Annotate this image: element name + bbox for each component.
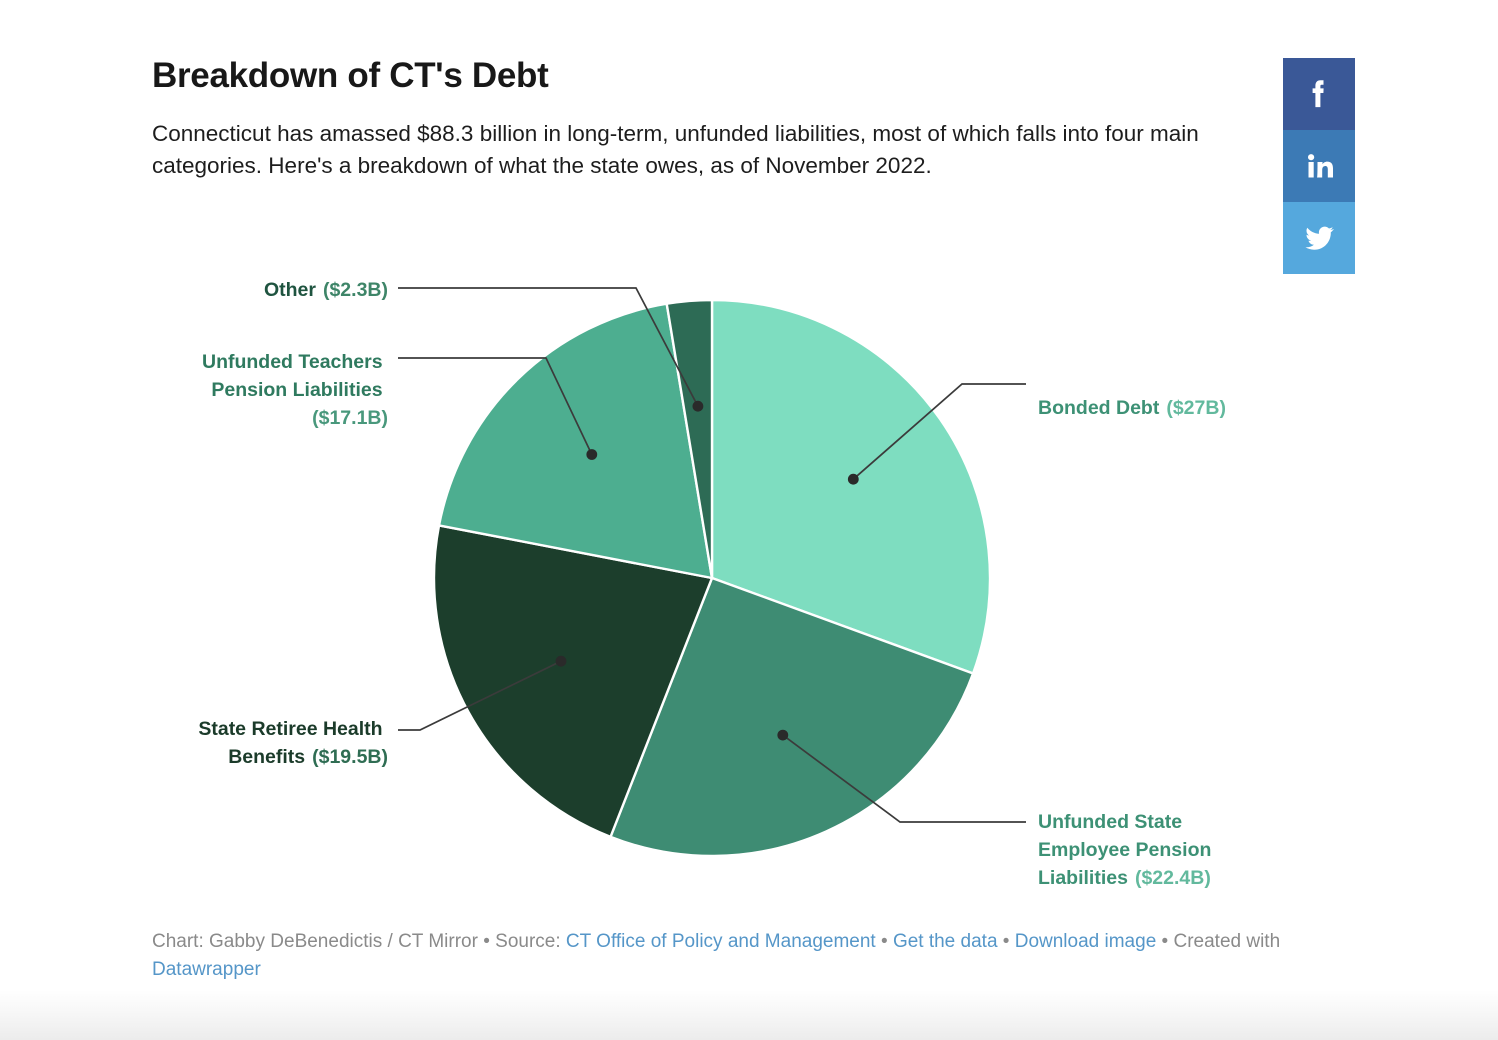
slice-label-state-retiree-health-benefits: State Retiree Health Benefits ($19.5B) [198, 718, 388, 768]
chart-description: Connecticut has amassed $88.3 billion in… [152, 121, 1199, 179]
slice-label-unfunded-state-employee-pension: Unfunded State Employee Pension Liabilit… [1038, 811, 1217, 889]
linkedin-icon [1303, 150, 1335, 182]
pie-slice[interactable] [437, 302, 714, 580]
slice-label-other: Other ($2.3B) [264, 279, 388, 301]
leader-line [852, 383, 1026, 480]
slice-label-bonded-debt: Bonded Debt ($27B) [1038, 397, 1226, 419]
footer-bullet-1: • [483, 931, 490, 952]
created-with-label: Created with [1173, 931, 1281, 952]
get-the-data-link[interactable]: Get the data [892, 931, 998, 952]
share-facebook-button[interactable] [1283, 58, 1355, 130]
footer-bullet-4: • [1161, 931, 1169, 952]
pie-slices-group [432, 298, 992, 858]
twitter-icon [1302, 222, 1336, 254]
leader-dot [777, 729, 789, 741]
leader-lines-group [398, 287, 1026, 823]
pie-slice[interactable] [710, 298, 992, 675]
page-title: Breakdown of CT's Debt [152, 56, 549, 95]
footer-bullet-2: • [881, 931, 888, 952]
leader-dot [847, 473, 859, 485]
share-linkedin-button[interactable] [1283, 130, 1355, 202]
chart-header: Breakdown of CT's Debt Connecticut has a… [152, 56, 1242, 182]
datawrapper-link[interactable]: Datawrapper [152, 959, 261, 981]
source-label: Source: [495, 931, 561, 952]
pie-slice[interactable] [432, 523, 714, 839]
leader-dots-group [555, 400, 859, 741]
footer-bullet-3: • [1002, 931, 1010, 952]
download-image-link[interactable]: Download image [1014, 931, 1157, 952]
chart-credit: Chart: Gabby DeBenedictis / CT Mirror [152, 931, 478, 952]
leader-line [782, 734, 1026, 823]
leader-line [398, 357, 593, 455]
pie-slice[interactable] [665, 298, 714, 579]
source-link[interactable]: CT Office of Policy and Management [565, 931, 876, 952]
leader-dot [555, 655, 567, 667]
share-twitter-button[interactable] [1283, 202, 1355, 274]
social-share-rail [1283, 58, 1355, 274]
bottom-gradient-band [0, 990, 1498, 1040]
leader-line [398, 287, 699, 407]
chart-footer: Chart: Gabby DeBenedictis / CT Mirror • … [152, 928, 1332, 984]
leader-line [398, 660, 562, 731]
leader-dot [586, 449, 598, 460]
slice-label-unfunded-teachers-pension: Unfunded Teachers Pension Liabilities ($… [202, 351, 388, 429]
facebook-icon [1304, 77, 1334, 111]
pie-slice[interactable] [608, 576, 975, 858]
leader-dot [692, 400, 704, 412]
